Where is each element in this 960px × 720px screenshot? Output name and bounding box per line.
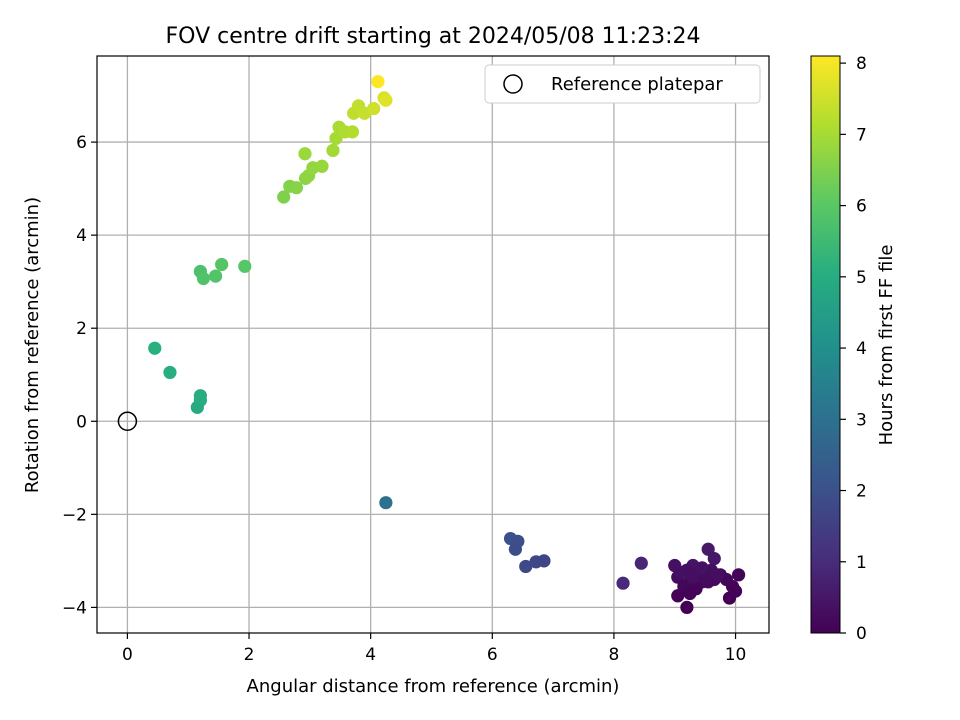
y-tick-label: −2 [62,505,87,525]
data-point [148,341,162,355]
data-point [163,365,177,380]
grid [97,56,769,633]
data-point [371,74,385,89]
data-point [695,561,709,575]
colorbar-gradient [810,55,841,634]
y-tick-label: 2 [76,319,87,339]
legend-label: Reference platepar [551,74,723,95]
colorbar: 0 1 2 3 4 5 6 7 8 Hours from first FF file [810,54,897,644]
legend: Reference platepar [484,64,761,104]
y-axis-ticks: −4 −2 0 2 4 6 [62,133,97,618]
colorbar-label: Hours from first FF file [876,245,897,446]
plot-frame [96,55,770,634]
colorbar-tick-label: 5 [856,268,867,288]
data-point [289,181,304,195]
data-point [616,576,630,590]
legend-box [484,64,761,104]
data-point [731,568,746,582]
data-point [379,496,393,510]
y-tick-label: 4 [76,226,87,246]
legend-marker-icon [503,74,523,94]
x-tick-label: 10 [725,645,747,665]
data-point [277,190,291,204]
data-point [683,586,697,601]
data-points [148,74,746,615]
colorbar-tick-label: 7 [856,125,867,145]
data-point [215,257,229,272]
y-axis-label: Rotation from reference (arcmin) [22,197,43,493]
data-point [315,159,329,173]
reference-platepar-point [117,411,138,432]
data-point [196,271,211,286]
data-point [238,259,252,273]
x-tick-label: 0 [122,645,133,665]
data-point [701,542,715,556]
data-point [367,101,381,116]
data-point [707,551,721,566]
chart-title: FOV centre drift starting at 2024/05/08 … [166,24,701,49]
data-point [710,568,724,582]
y-tick-label: 0 [76,412,87,432]
data-point [728,584,743,598]
data-point [686,570,700,584]
colorbar-tick-label: 4 [856,339,867,359]
x-tick-label: 8 [609,645,620,665]
y-tick-label: 6 [76,133,87,153]
colorbar-tick-label: 8 [856,54,867,74]
data-point [329,131,343,145]
colorbar-tick-label: 0 [856,624,867,644]
data-point [680,600,694,615]
colorbar-tick-label: 1 [856,553,867,573]
data-point [345,125,360,139]
data-point [379,93,393,107]
x-tick-label: 4 [365,645,376,665]
data-point [193,389,207,403]
x-tick-label: 6 [487,645,498,665]
data-point [674,565,688,580]
colorbar-tick-label: 2 [856,482,867,502]
x-tick-label: 2 [244,645,255,665]
data-point [634,556,648,570]
y-tick-label: −4 [62,598,87,618]
data-point [537,554,551,568]
data-point [208,269,223,283]
data-point [508,542,523,556]
data-point [298,147,312,161]
colorbar-tick-label: 6 [856,197,867,217]
colorbar-tick-label: 3 [856,410,867,430]
data-point [519,559,533,574]
x-axis-label: Angular distance from reference (arcmin) [247,676,620,697]
x-axis-ticks: 0 2 4 6 8 10 [122,633,746,665]
data-point [326,143,340,158]
data-point [671,589,685,603]
reference-marker [117,411,138,432]
colorbar-ticks: 0 1 2 3 4 5 6 7 8 [840,54,867,644]
